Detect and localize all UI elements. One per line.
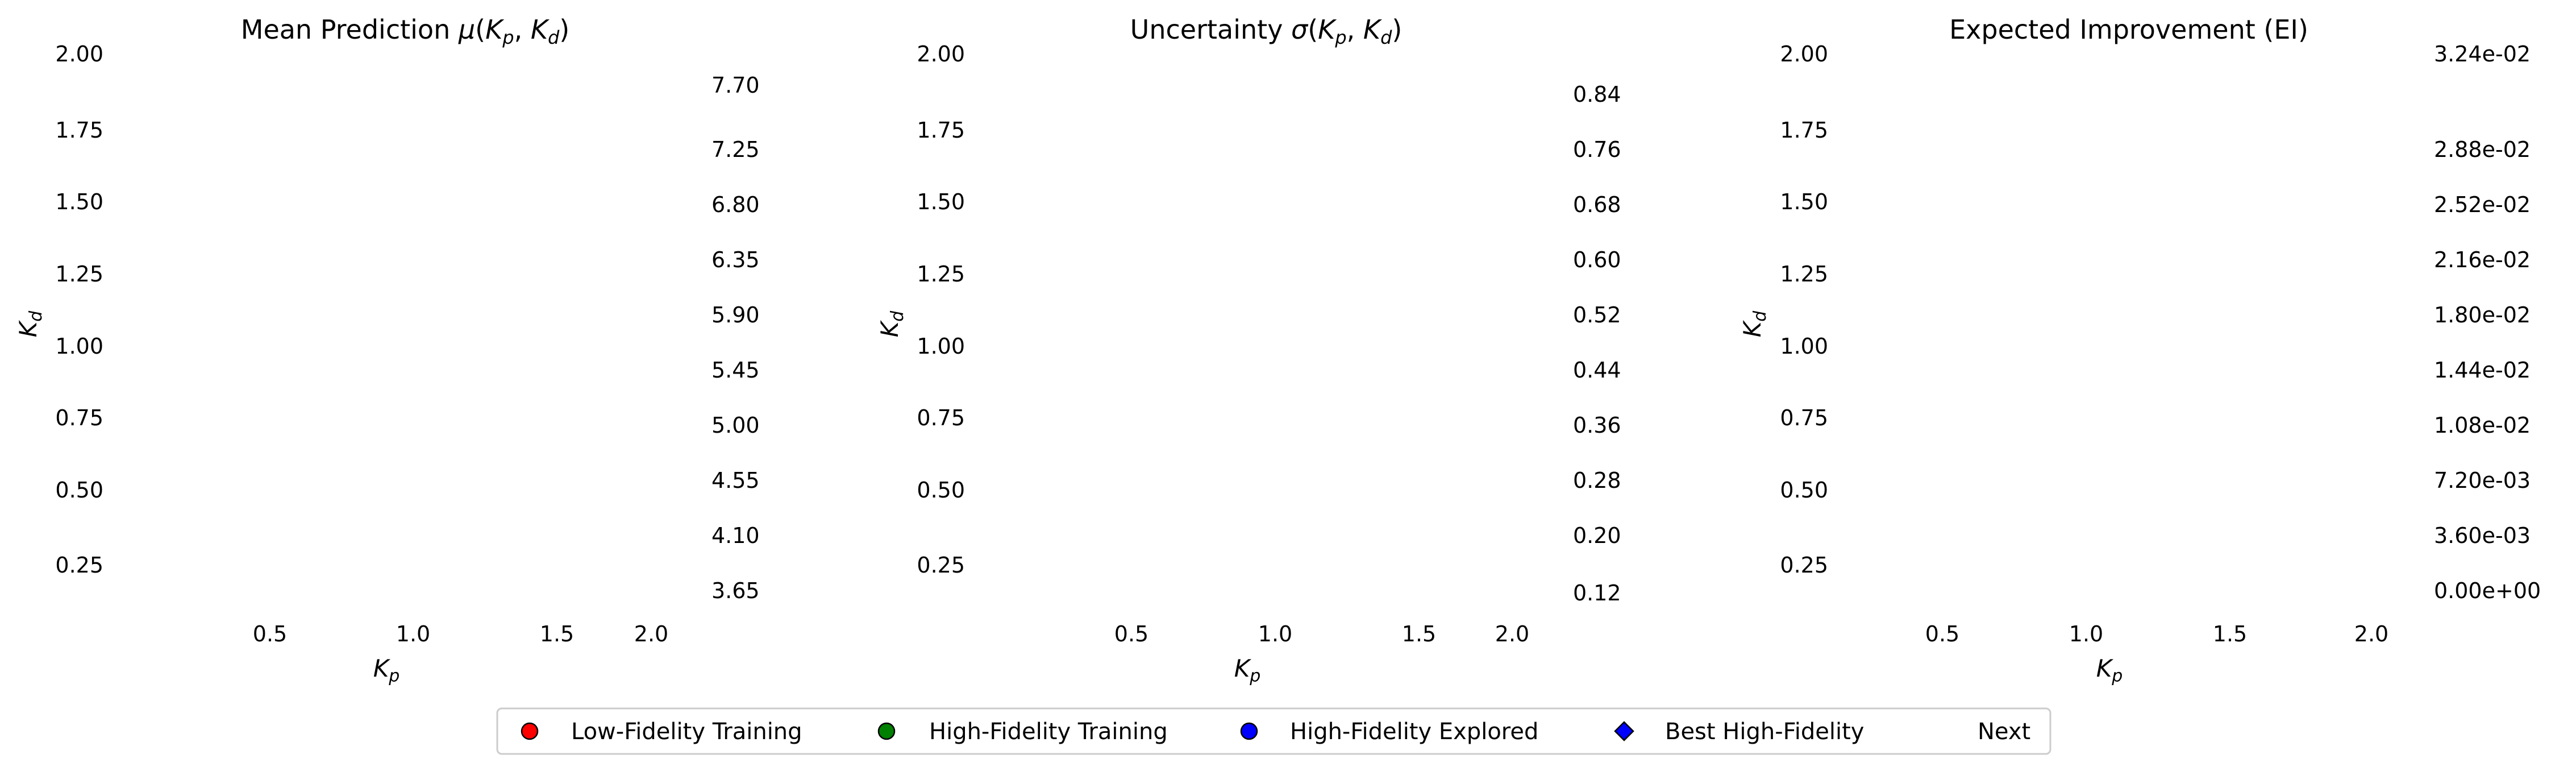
colorbar-tick-label: 1.08e-02 [2434,413,2531,438]
colorbar-tick-label: 0.44 [1573,358,1621,383]
y-tick-label: 0.75 [917,405,965,430]
x-tick-label: 0.5 [1925,621,1959,646]
y-tick-label: 1.00 [917,334,965,359]
colorbar-tick-label: 2.88e-02 [2434,137,2531,162]
y-tick-label: 0.50 [1780,478,1828,503]
legend-best-high-fidelity-label: Best High-Fidelity [1665,719,1864,745]
x-axis-label: Kp [1234,654,1261,686]
y-tick-label: 2.00 [55,42,103,67]
mean-prediction-panel: Mean Prediction μ(Kp, Kd) 0.5 1.0 1.5 2.… [14,14,760,686]
x-axis-label: Kp [373,654,400,686]
colorbar-ticks: 0.00e+00 3.60e-03 7.20e-03 1.08e-02 1.44… [2434,42,2541,603]
x-tick-label: 2.0 [1495,621,1529,646]
x-axis: 0.5 1.0 1.5 2.0 [253,621,668,646]
x-tick-label: 1.5 [1402,621,1436,646]
uncertainty-panel: Uncertainty σ(Kp, Kd) 0.5 1.0 1.5 2.0 Kp… [876,14,1621,686]
colorbar-tick-label: 1.80e-02 [2434,302,2531,327]
colorbar-tick-label: 7.70 [711,73,760,98]
x-tick-label: 2.0 [634,621,668,646]
y-tick-label: 1.25 [1780,262,1828,287]
colorbar-ticks: 3.65 4.10 4.55 5.00 5.45 5.90 6.35 6.80 … [711,73,760,603]
legend-high-fidelity-explored-marker [1240,722,1258,740]
y-axis: 0.25 0.50 0.75 1.00 1.25 1.50 1.75 2.00 [1780,42,1828,578]
x-tick-label: 1.0 [396,621,430,646]
x-tick-label: 0.5 [253,621,287,646]
colorbar-tick-label: 5.00 [711,413,760,438]
y-tick-label: 0.25 [917,553,965,578]
y-axis: 0.25 0.50 0.75 1.00 1.25 1.50 1.75 2.00 [917,42,965,578]
y-axis-label: Kd [14,310,46,338]
colorbar-tick-label: 0.76 [1573,137,1621,162]
colorbar-tick-label: 7.25 [711,137,760,162]
panel-title: Mean Prediction μ(Kp, Kd) [241,14,570,48]
colorbar-tick-label: 3.60e-03 [2434,523,2531,548]
legend-next-label: Next [1978,719,2030,745]
colorbar-tick-label: 1.44e-02 [2434,358,2531,383]
expected-improvement-panel: Expected Improvement (EI) 0.5 1.0 1.5 2.… [1738,14,2541,686]
y-tick-label: 1.50 [1780,189,1828,214]
legend-best-high-fidelity-marker [1614,721,1634,741]
colorbar-tick-label: 0.00e+00 [2434,578,2541,603]
colorbar-tick-label: 4.55 [711,468,760,493]
y-axis-label: Kd [876,310,908,338]
legend-low-fidelity-marker [521,722,539,740]
y-tick-label: 1.00 [1780,334,1828,359]
y-tick-label: 1.00 [55,334,103,359]
x-axis-label: Kp [2096,654,2123,686]
legend-low-fidelity-label: Low-Fidelity Training [571,719,802,745]
y-tick-label: 2.00 [917,42,965,67]
colorbar-tick-label: 6.80 [711,192,760,217]
y-tick-label: 2.00 [1780,42,1828,67]
colorbar-ticks: 0.12 0.20 0.28 0.36 0.44 0.52 0.60 0.68 … [1573,82,1621,606]
y-tick-label: 1.75 [1780,118,1828,143]
x-axis: 0.5 1.0 1.5 2.0 [1925,621,2388,646]
y-tick-label: 1.25 [55,262,103,287]
legend-high-fidelity-training-marker [877,722,896,740]
colorbar-tick-label: 0.36 [1573,413,1621,438]
colorbar-tick-label: 0.68 [1573,192,1621,217]
colorbar-tick-label: 2.16e-02 [2434,247,2531,272]
panel-title: Expected Improvement (EI) [1949,14,2308,45]
colorbar-tick-label: 0.84 [1573,82,1621,107]
legend-high-fidelity-explored-label: High-Fidelity Explored [1290,719,1538,745]
colorbar-tick-label: 3.24e-02 [2434,42,2531,67]
colorbar-tick-label: 0.60 [1573,247,1621,272]
x-tick-label: 2.0 [2354,621,2388,646]
legend: Low-Fidelity Training High-Fidelity Trai… [496,707,2051,755]
colorbar-tick-label: 4.10 [711,523,760,548]
y-tick-label: 0.75 [55,405,103,430]
legend-high-fidelity-training-label: High-Fidelity Training [929,719,1168,745]
y-axis: 0.25 0.50 0.75 1.00 1.25 1.50 1.75 2.00 [55,42,103,578]
y-tick-label: 1.25 [917,262,965,287]
y-tick-label: 0.50 [917,478,965,503]
panel-title: Uncertainty σ(Kp, Kd) [1130,14,1403,48]
colorbar-tick-label: 5.45 [711,358,760,383]
colorbar-tick-label: 0.12 [1573,581,1621,606]
y-tick-label: 0.75 [1780,405,1828,430]
colorbar-tick-label: 7.20e-03 [2434,468,2531,493]
y-tick-label: 0.25 [1780,553,1828,578]
colorbar-tick-label: 0.28 [1573,468,1621,493]
colorbar-tick-label: 3.65 [711,578,760,603]
colorbar-tick-label: 0.52 [1573,302,1621,327]
y-tick-label: 1.75 [55,118,103,143]
x-tick-label: 1.5 [2213,621,2247,646]
y-tick-label: 0.25 [55,553,103,578]
colorbar-tick-label: 5.90 [711,302,760,327]
y-tick-label: 1.75 [917,118,965,143]
x-tick-label: 1.5 [540,621,574,646]
legend-frame [496,707,2051,755]
colorbar-tick-label: 0.20 [1573,523,1621,548]
x-tick-label: 0.5 [1114,621,1148,646]
x-axis: 0.5 1.0 1.5 2.0 [1114,621,1529,646]
y-tick-label: 1.50 [917,189,965,214]
colorbar-tick-label: 6.35 [711,247,760,272]
y-axis-label: Kd [1738,310,1770,338]
y-tick-label: 0.50 [55,478,103,503]
x-tick-label: 1.0 [2069,621,2103,646]
x-tick-label: 1.0 [1258,621,1292,646]
y-tick-label: 1.50 [55,189,103,214]
colorbar-tick-label: 2.52e-02 [2434,192,2531,217]
